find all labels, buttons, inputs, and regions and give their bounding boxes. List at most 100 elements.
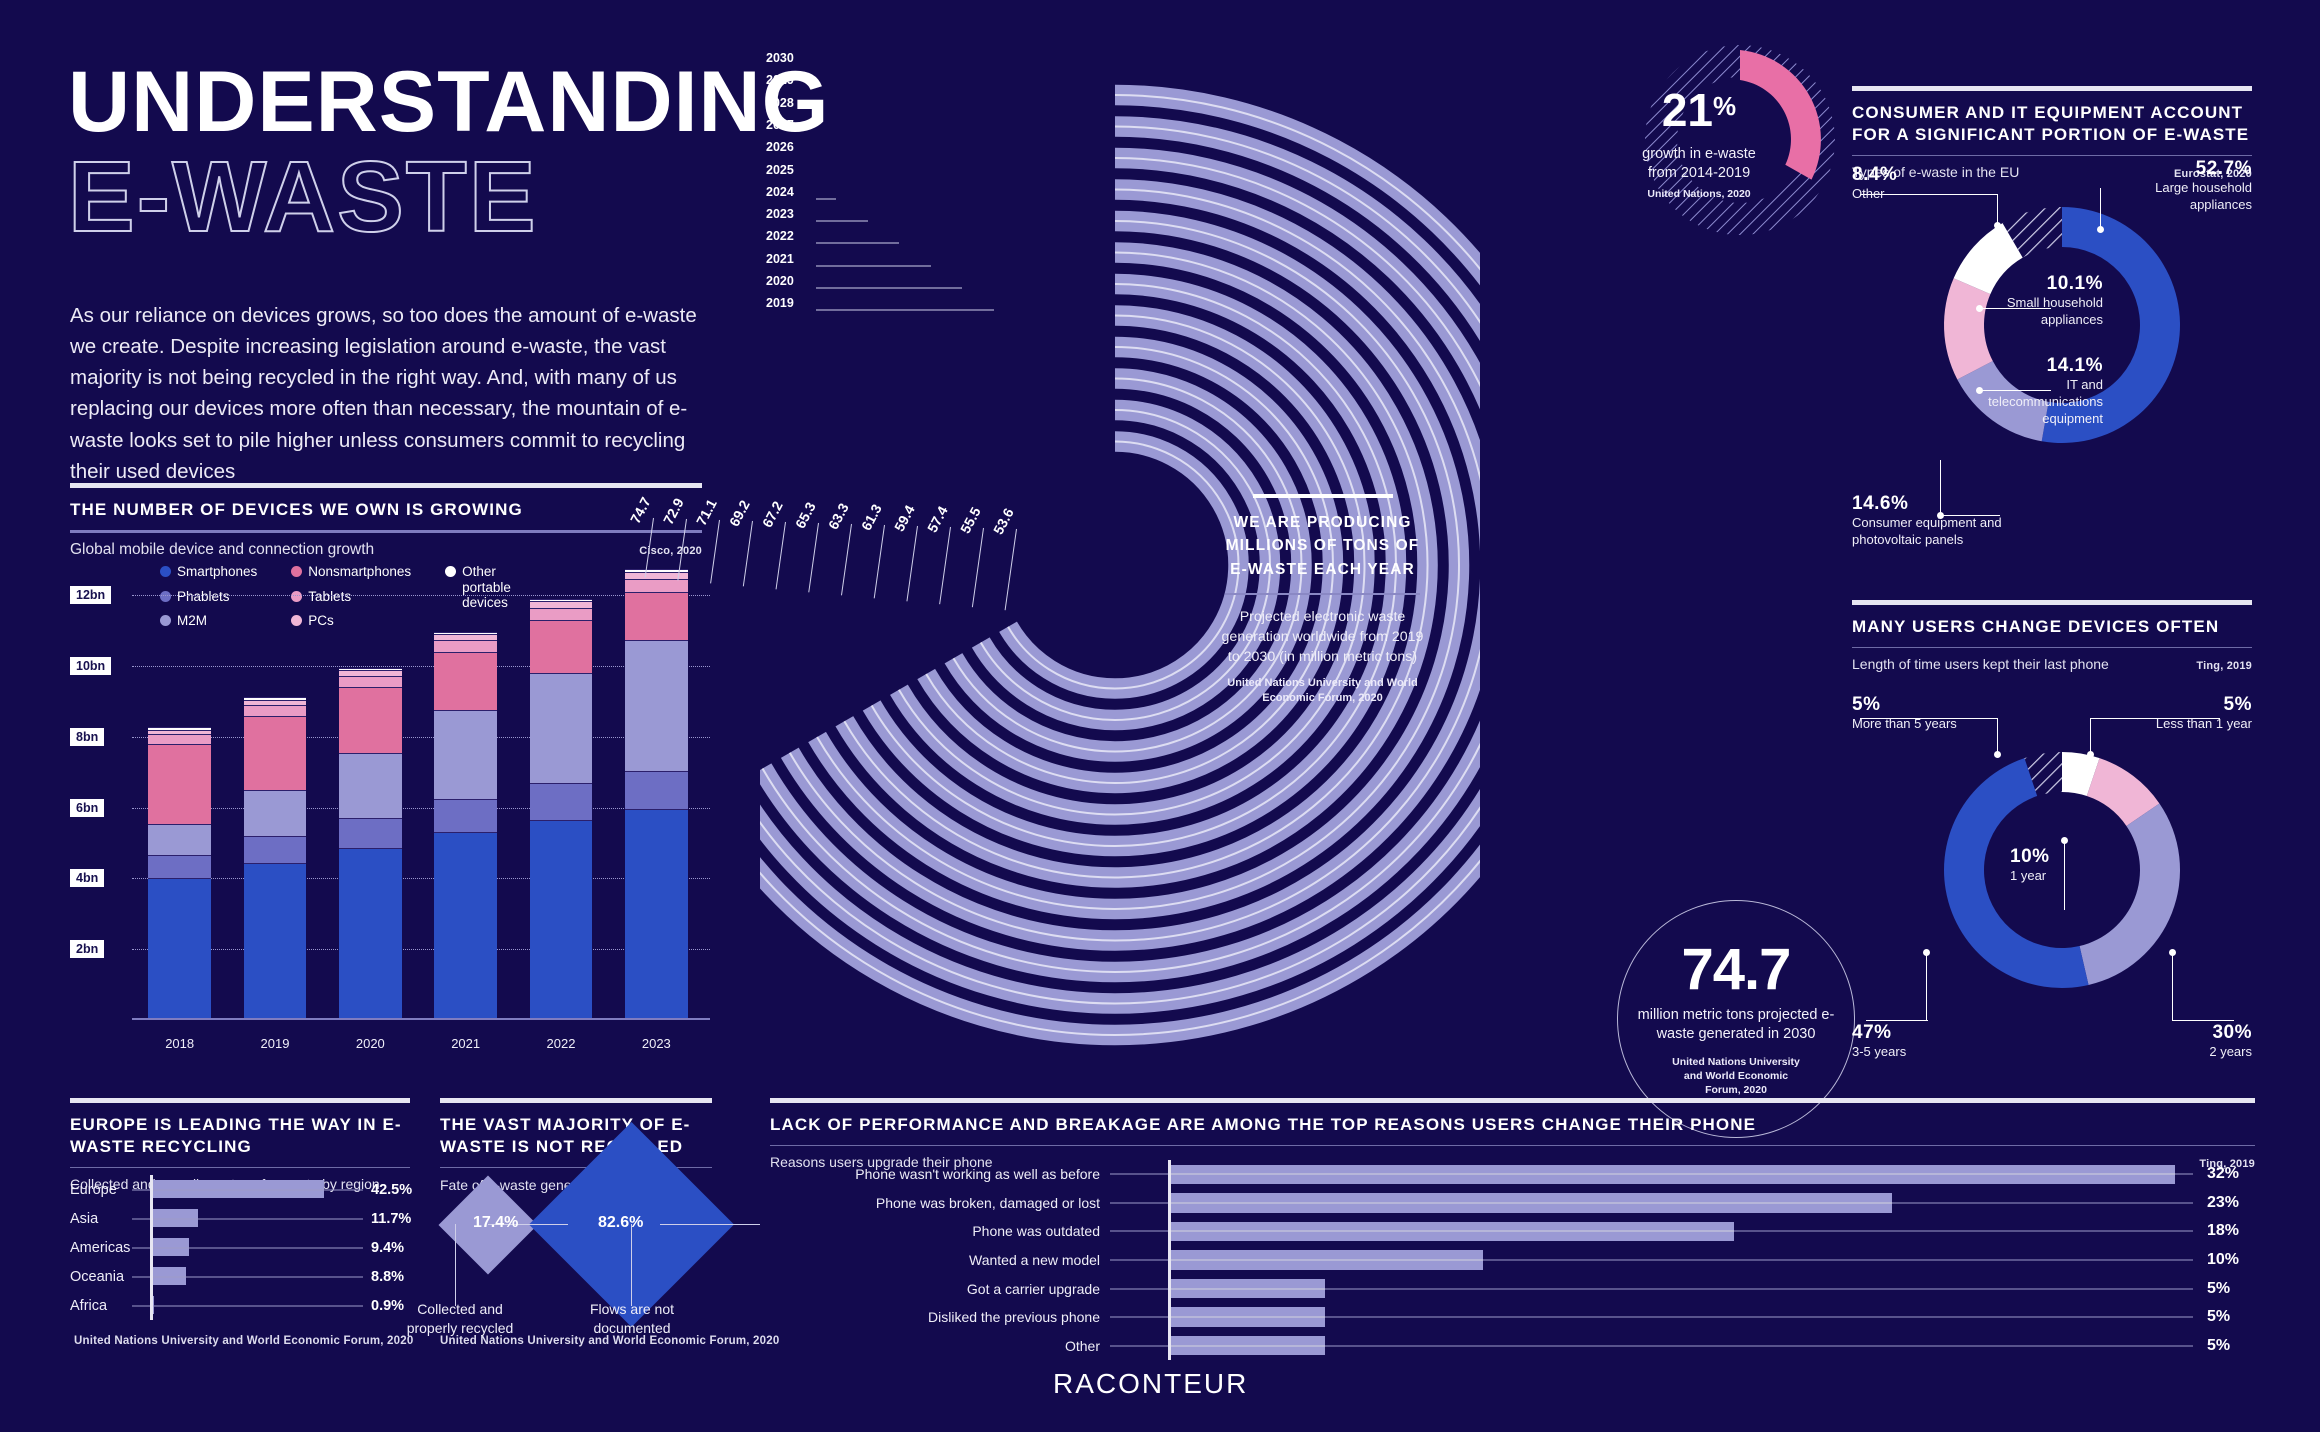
donut-slice xyxy=(1953,223,2023,295)
phone-callout-1year: 10% 1 year xyxy=(2010,846,2088,885)
region-label: Europe xyxy=(70,1181,117,1198)
diamond-value-recycled: 17.4% xyxy=(473,1214,519,1231)
region-bar xyxy=(150,1179,325,1198)
callout-label: IT and telecommunications equipment xyxy=(1988,377,2103,426)
callout-value: 14.1% xyxy=(2046,355,2103,376)
projection-number: 74.7 xyxy=(1681,936,1792,1002)
projection-source: United Nations University and World Econ… xyxy=(1672,1055,1800,1096)
region-label: Africa xyxy=(70,1297,108,1314)
bar-segment xyxy=(434,631,498,634)
bar-segment xyxy=(338,687,402,753)
spiral-center-note: Projected electronic waste generation wo… xyxy=(1215,494,1430,706)
bar-segment xyxy=(148,727,212,730)
gridline xyxy=(132,878,710,880)
reason-value: 5% xyxy=(2207,1279,2231,1297)
panel-divider xyxy=(1852,647,2252,649)
eu-callout-consumer: 14.6% Consumer equipment and photovoltai… xyxy=(1852,493,2022,549)
eu-callout-large: 52.7% Large household appliances xyxy=(2100,158,2252,214)
spiral-band-highlight xyxy=(925,346,1334,784)
spiral-year-label: 2030 xyxy=(766,51,794,65)
region-value: 0.9% xyxy=(371,1297,405,1314)
region-leader xyxy=(132,1305,363,1306)
callout-label: Small household appliances xyxy=(2006,295,2103,327)
spiral-year-label: 2026 xyxy=(766,140,794,155)
callout-value: 47% xyxy=(1852,1022,1892,1043)
bar-segment xyxy=(338,848,402,1020)
badge-content: 21 % growth in e-waste from 2014-2019 Un… xyxy=(1609,87,1789,200)
legend-label: Nonsmartphones xyxy=(308,564,412,579)
region-label: Asia xyxy=(70,1210,99,1227)
bar-segment xyxy=(338,676,402,688)
page-title: UNDERSTANDING E-WASTE xyxy=(67,54,830,248)
y-axis-label: 12bn xyxy=(70,586,112,605)
callout-leader-line xyxy=(1997,718,1998,754)
bar-segment xyxy=(624,770,688,810)
callout-value: 5% xyxy=(1852,694,1881,715)
bar-segment xyxy=(529,820,593,1020)
region-leader xyxy=(132,1218,363,1219)
bar-column xyxy=(529,598,593,1020)
spiral-year-label: 2020 xyxy=(766,274,794,288)
region-bar xyxy=(150,1266,187,1285)
x-axis-label: 2022 xyxy=(546,1036,576,1051)
callout-leader-line xyxy=(1979,308,2051,309)
reason-value: 18% xyxy=(2207,1222,2240,1240)
diamond-label-undocumented: Flows are not documented xyxy=(589,1301,675,1336)
reason-label: Phone wasn't working as well as before xyxy=(855,1166,1100,1183)
gridline xyxy=(132,595,710,597)
spiral-value-leader xyxy=(710,519,720,584)
donut-slice xyxy=(2002,207,2062,258)
legend-dot-icon xyxy=(445,566,457,577)
phone-age-panel: MANY USERS CHANGE DEVICES OFTEN Length o… xyxy=(1852,600,2252,672)
spiral-year-label: 2024 xyxy=(766,184,794,199)
legend-item: PCs xyxy=(291,613,411,629)
callout-leader-line xyxy=(1940,460,1941,516)
legend-item: Smartphones xyxy=(160,564,257,580)
spiral-tick xyxy=(816,198,836,200)
callout-label: 3-5 years xyxy=(1852,1044,1907,1059)
bar-segment xyxy=(624,569,688,572)
devices-bar-chart: 2bn 4bn 6bn 8bn 10bn 12bn xyxy=(70,560,710,1020)
reasons-panel-title: LACK OF PERFORMANCE AND BREAKAGE ARE AMO… xyxy=(770,1115,1757,1134)
spiral-band-highlight xyxy=(788,188,1480,942)
spiral-band-highlight xyxy=(843,251,1429,879)
callout-leader-line xyxy=(2100,188,2101,230)
badge-line-2: from 2014-2019 xyxy=(1647,164,1751,181)
spiral-chart: 2030 2029 2028 2027 2026 2025 2024 2023 2022 2021… xyxy=(627,40,1480,1050)
reason-leader xyxy=(1110,1173,2193,1175)
callout-leader-line xyxy=(2090,718,2091,754)
x-axis-label: 2020 xyxy=(355,1036,385,1051)
gridline xyxy=(132,807,710,809)
callout-dot xyxy=(2087,751,2094,758)
reason-leader xyxy=(1110,1259,2193,1261)
raconteur-logo: RACONTEUR xyxy=(1053,1368,1249,1399)
title-line-1: UNDERSTANDING xyxy=(68,54,830,150)
legend-item: Other portable devices xyxy=(445,564,540,611)
bar-column xyxy=(243,697,307,1020)
bar-segment xyxy=(148,878,212,1020)
phone-age-donut xyxy=(1852,690,2272,1050)
spiral-year-label: 2027 xyxy=(766,117,794,132)
devices-panel-title: THE NUMBER OF DEVICES WE OWN IS GROWING xyxy=(70,500,523,519)
eu-types-donut xyxy=(1852,160,2272,520)
diamond-leader-2 xyxy=(631,1224,632,1306)
callout-leader-line xyxy=(1860,718,1998,719)
spiral-note-source: United Nations University and World Econ… xyxy=(1227,677,1418,705)
y-axis-label: 10bn xyxy=(70,657,112,676)
bar-segment xyxy=(624,639,688,771)
callout-dot xyxy=(1994,751,2001,758)
region-leader xyxy=(132,1189,363,1190)
callout-value: 10% xyxy=(2010,846,2050,867)
panel-divider xyxy=(1852,155,2252,157)
reason-leader xyxy=(1110,1316,2193,1318)
donut-slice xyxy=(1943,758,2089,988)
bar-segment xyxy=(148,855,212,879)
callout-value: 5% xyxy=(2223,694,2252,715)
spiral-band-highlight xyxy=(816,220,1460,910)
bar-segment xyxy=(434,832,498,1020)
phone-callout-35years: 47% 3-5 years xyxy=(1852,1022,1906,1061)
reason-axis xyxy=(1168,1160,1171,1360)
callout-leader-line xyxy=(2172,952,2173,1020)
bar-segment xyxy=(243,715,307,791)
panel-divider xyxy=(440,1167,712,1169)
